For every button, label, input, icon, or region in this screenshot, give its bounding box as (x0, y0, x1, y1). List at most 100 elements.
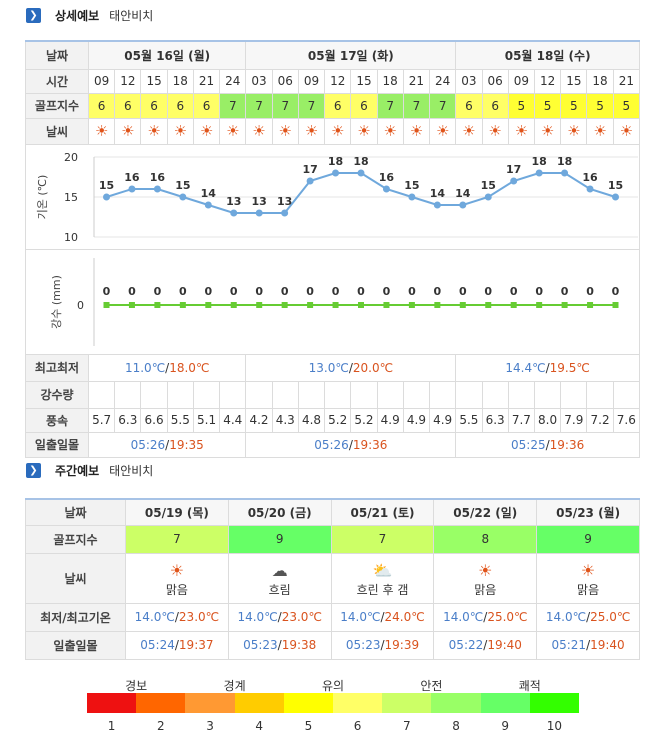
temperature-data-label: 15 (481, 179, 496, 192)
date-header: 05월 18일 (수) (455, 40, 640, 70)
temperature-data-label: 16 (124, 171, 140, 184)
weekly-forecast-table: 날짜 05/19 (목) 05/20 (금) 05/21 (토) 05/22 (일) 05… (25, 498, 640, 660)
legend-color-swatch (136, 693, 186, 713)
hour-cell: 12 (533, 68, 562, 94)
rain-point (154, 301, 161, 308)
weekly-temp-cell: 14.0℃/24.0℃ (330, 602, 435, 632)
max-temp: 25.0℃ (487, 610, 528, 624)
rain-data-label: 0 (154, 285, 162, 298)
sun-icon: ☀ (147, 121, 161, 140)
min-temp: 14.0℃ (545, 610, 587, 624)
rain-amount-cell (114, 380, 142, 409)
weather-cell: ☀ (376, 117, 404, 145)
sunrise-time: 05:22 (448, 638, 484, 652)
legend-number: 8 (452, 719, 460, 733)
rain-data-label: 0 (357, 285, 365, 298)
sunset-time: 19:37 (178, 638, 214, 652)
weekly-golf-index-cell: 9 (536, 524, 640, 554)
rain-point (485, 301, 492, 308)
sunrise-time: 05:26 (314, 437, 349, 452)
golf-index-cell: 6 (87, 92, 116, 119)
golf-index-cell: 6 (140, 92, 168, 119)
chevron-right-icon[interactable]: ❯ (26, 462, 41, 478)
weekly-weather-cell: ☀ 맑음 (433, 552, 538, 604)
rain-data-label: 0 (561, 285, 569, 298)
separator: / (165, 360, 170, 375)
weather-cell: ☀ (350, 117, 378, 145)
temperature-data-label: 18 (353, 155, 368, 168)
rain-point (612, 301, 619, 308)
temperature-data-label: 18 (328, 155, 343, 168)
temperature-data-label: 13 (277, 195, 292, 208)
wind-speed-cell: 4.2 (245, 407, 273, 433)
temperature-data-label: 15 (404, 179, 419, 192)
row-label: 일출일몰 (25, 630, 126, 660)
sun-icon: ☀ (252, 121, 266, 140)
rain-amount-cell (166, 380, 194, 409)
hour-cell: 09 (507, 68, 535, 94)
sunrise-time: 05:23 (243, 638, 278, 652)
rain-point (307, 301, 314, 308)
row-label: 골프지수 (25, 92, 89, 119)
weather-cell: ☀ (429, 117, 457, 145)
temperature-data-label: 15 (608, 179, 623, 192)
sunset-time: 19:39 (384, 638, 420, 652)
golf-index-cell: 6 (166, 92, 194, 119)
rain-chart: 0 강수 (mm) 0 0 0 0 0 0 0 0 0 0 0 0 0 0 0 0 0 0 0 0 0 (50, 257, 620, 346)
sun-icon: ☀ (514, 121, 529, 140)
sunset-time: 19:36 (352, 437, 388, 452)
temperature-point (433, 201, 441, 208)
separator: / (586, 638, 591, 652)
detailed-forecast-header: ❯ 상세예보 태안비치 (26, 6, 153, 24)
wind-speed-cell: 5.2 (350, 407, 378, 433)
row-label: 최저/최고기온 (25, 602, 126, 632)
separator: / (277, 638, 282, 652)
rain-amount-cell (219, 380, 247, 409)
weekly-golf-index-cell: 7 (125, 524, 229, 554)
hour-cell: 18 (376, 68, 404, 94)
rain-point (179, 301, 186, 308)
temperature-data-label: 16 (582, 171, 598, 184)
sunset-time: 19:40 (487, 638, 522, 652)
weather-cell: ☀ (166, 117, 194, 145)
min-temp: 14.0℃ (237, 610, 278, 624)
legend-number: 1 (107, 719, 116, 733)
rain-amount-cell (376, 380, 404, 409)
min-temp: 14.4℃ (505, 360, 546, 375)
weather-cell: ☀ (114, 117, 142, 145)
legend-number: 3 (206, 719, 214, 733)
temperature-point (561, 169, 569, 176)
weekly-golf-index-cell: 8 (433, 524, 538, 554)
temperature-data-label: 13 (226, 195, 241, 208)
weekly-weather-cell: ⛅ 흐린 후 갬 (330, 552, 435, 604)
legend-category-label: 경계 (223, 679, 246, 693)
temperature-data-label: 18 (531, 155, 546, 168)
minmax-cell: 11.0℃/18.0℃ (87, 353, 247, 382)
separator: / (545, 437, 550, 452)
wind-speed-cell: 7.6 (612, 407, 641, 433)
rain-chart-cell: 0 강수 (mm) 0 0 0 0 0 0 0 0 0 0 0 0 0 0 0 0 0 0 0 0 0 (25, 248, 640, 355)
sunrise-time: 05:23 (345, 638, 381, 652)
sun-icon: ☀ (331, 121, 345, 140)
temperature-data-label: 15 (175, 179, 190, 192)
wind-speed-cell: 5.2 (324, 407, 352, 433)
legend-number: 6 (353, 719, 362, 733)
chevron-right-icon[interactable]: ❯ (26, 7, 41, 23)
hour-cell: 21 (612, 68, 641, 94)
sun-icon: ☀ (488, 121, 502, 140)
sun-icon: ☀ (567, 121, 581, 140)
rain-amount-cell (350, 380, 378, 409)
rain-data-label: 0 (612, 285, 620, 298)
legend-category-label: 안전 (420, 679, 443, 693)
temperature-point (535, 169, 543, 176)
golf-index-cell: 5 (560, 92, 588, 119)
rain-amount-cell (507, 380, 535, 409)
sunrise-sunset-cell: 05:25/19:36 (455, 431, 640, 458)
minmax-cell: 13.0℃/20.0℃ (245, 353, 457, 382)
y-axis-label: 강수 (mm) (50, 275, 63, 329)
sun-icon: ☀ (478, 560, 493, 580)
hour-cell: 18 (586, 68, 614, 94)
rain-amount-cell (455, 380, 483, 409)
weekly-golf-index-cell: 9 (227, 524, 332, 554)
hour-cell: 21 (192, 68, 221, 94)
